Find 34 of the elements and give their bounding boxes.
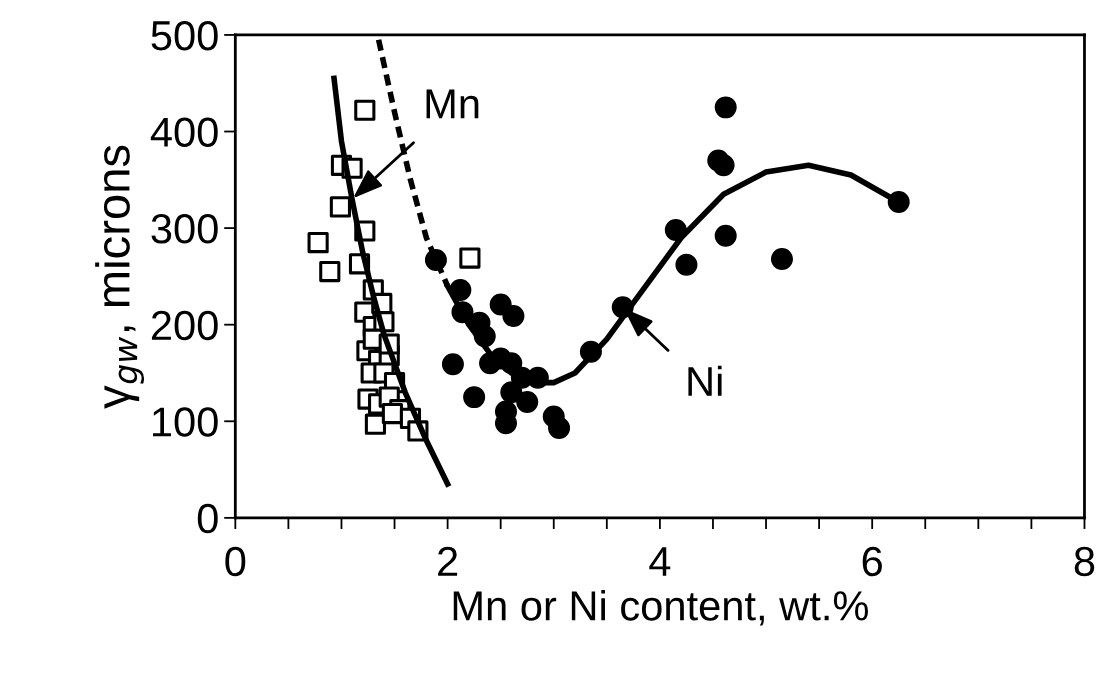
point <box>441 353 464 376</box>
point <box>319 260 341 283</box>
annotation: Ni <box>688 365 722 396</box>
point <box>675 253 698 276</box>
point <box>329 196 351 218</box>
point <box>712 154 735 177</box>
point <box>364 413 387 435</box>
y-tick-label: 200 <box>151 310 218 341</box>
point <box>500 381 523 404</box>
point <box>307 232 329 254</box>
y-tick-label: 500 <box>151 20 218 51</box>
annotation: Mn <box>426 89 479 119</box>
y-tick-label: 300 <box>151 214 218 244</box>
y-axis-title: γ$_{gw}$, microns <box>95 145 145 409</box>
point <box>714 224 737 247</box>
x-tick-label: 0 <box>225 546 246 577</box>
x-tick-label: 4 <box>649 547 671 576</box>
y-tick-label: 100 <box>153 407 218 437</box>
y-tick-label: 400 <box>150 117 218 148</box>
y-tick-label: 0 <box>197 503 218 534</box>
point <box>381 402 403 425</box>
x-tick-label: 6 <box>862 546 882 577</box>
point <box>502 305 525 327</box>
point <box>463 386 486 409</box>
point <box>516 390 539 413</box>
x-tick-label: 8 <box>1074 546 1095 577</box>
point <box>714 96 737 119</box>
point <box>887 191 910 214</box>
x-axis-title: Mn or Ni content, wt.% <box>453 590 868 626</box>
point <box>770 248 793 271</box>
x-tick-label: 2 <box>438 546 458 576</box>
point <box>459 247 481 269</box>
point <box>354 99 376 121</box>
point <box>548 417 571 440</box>
